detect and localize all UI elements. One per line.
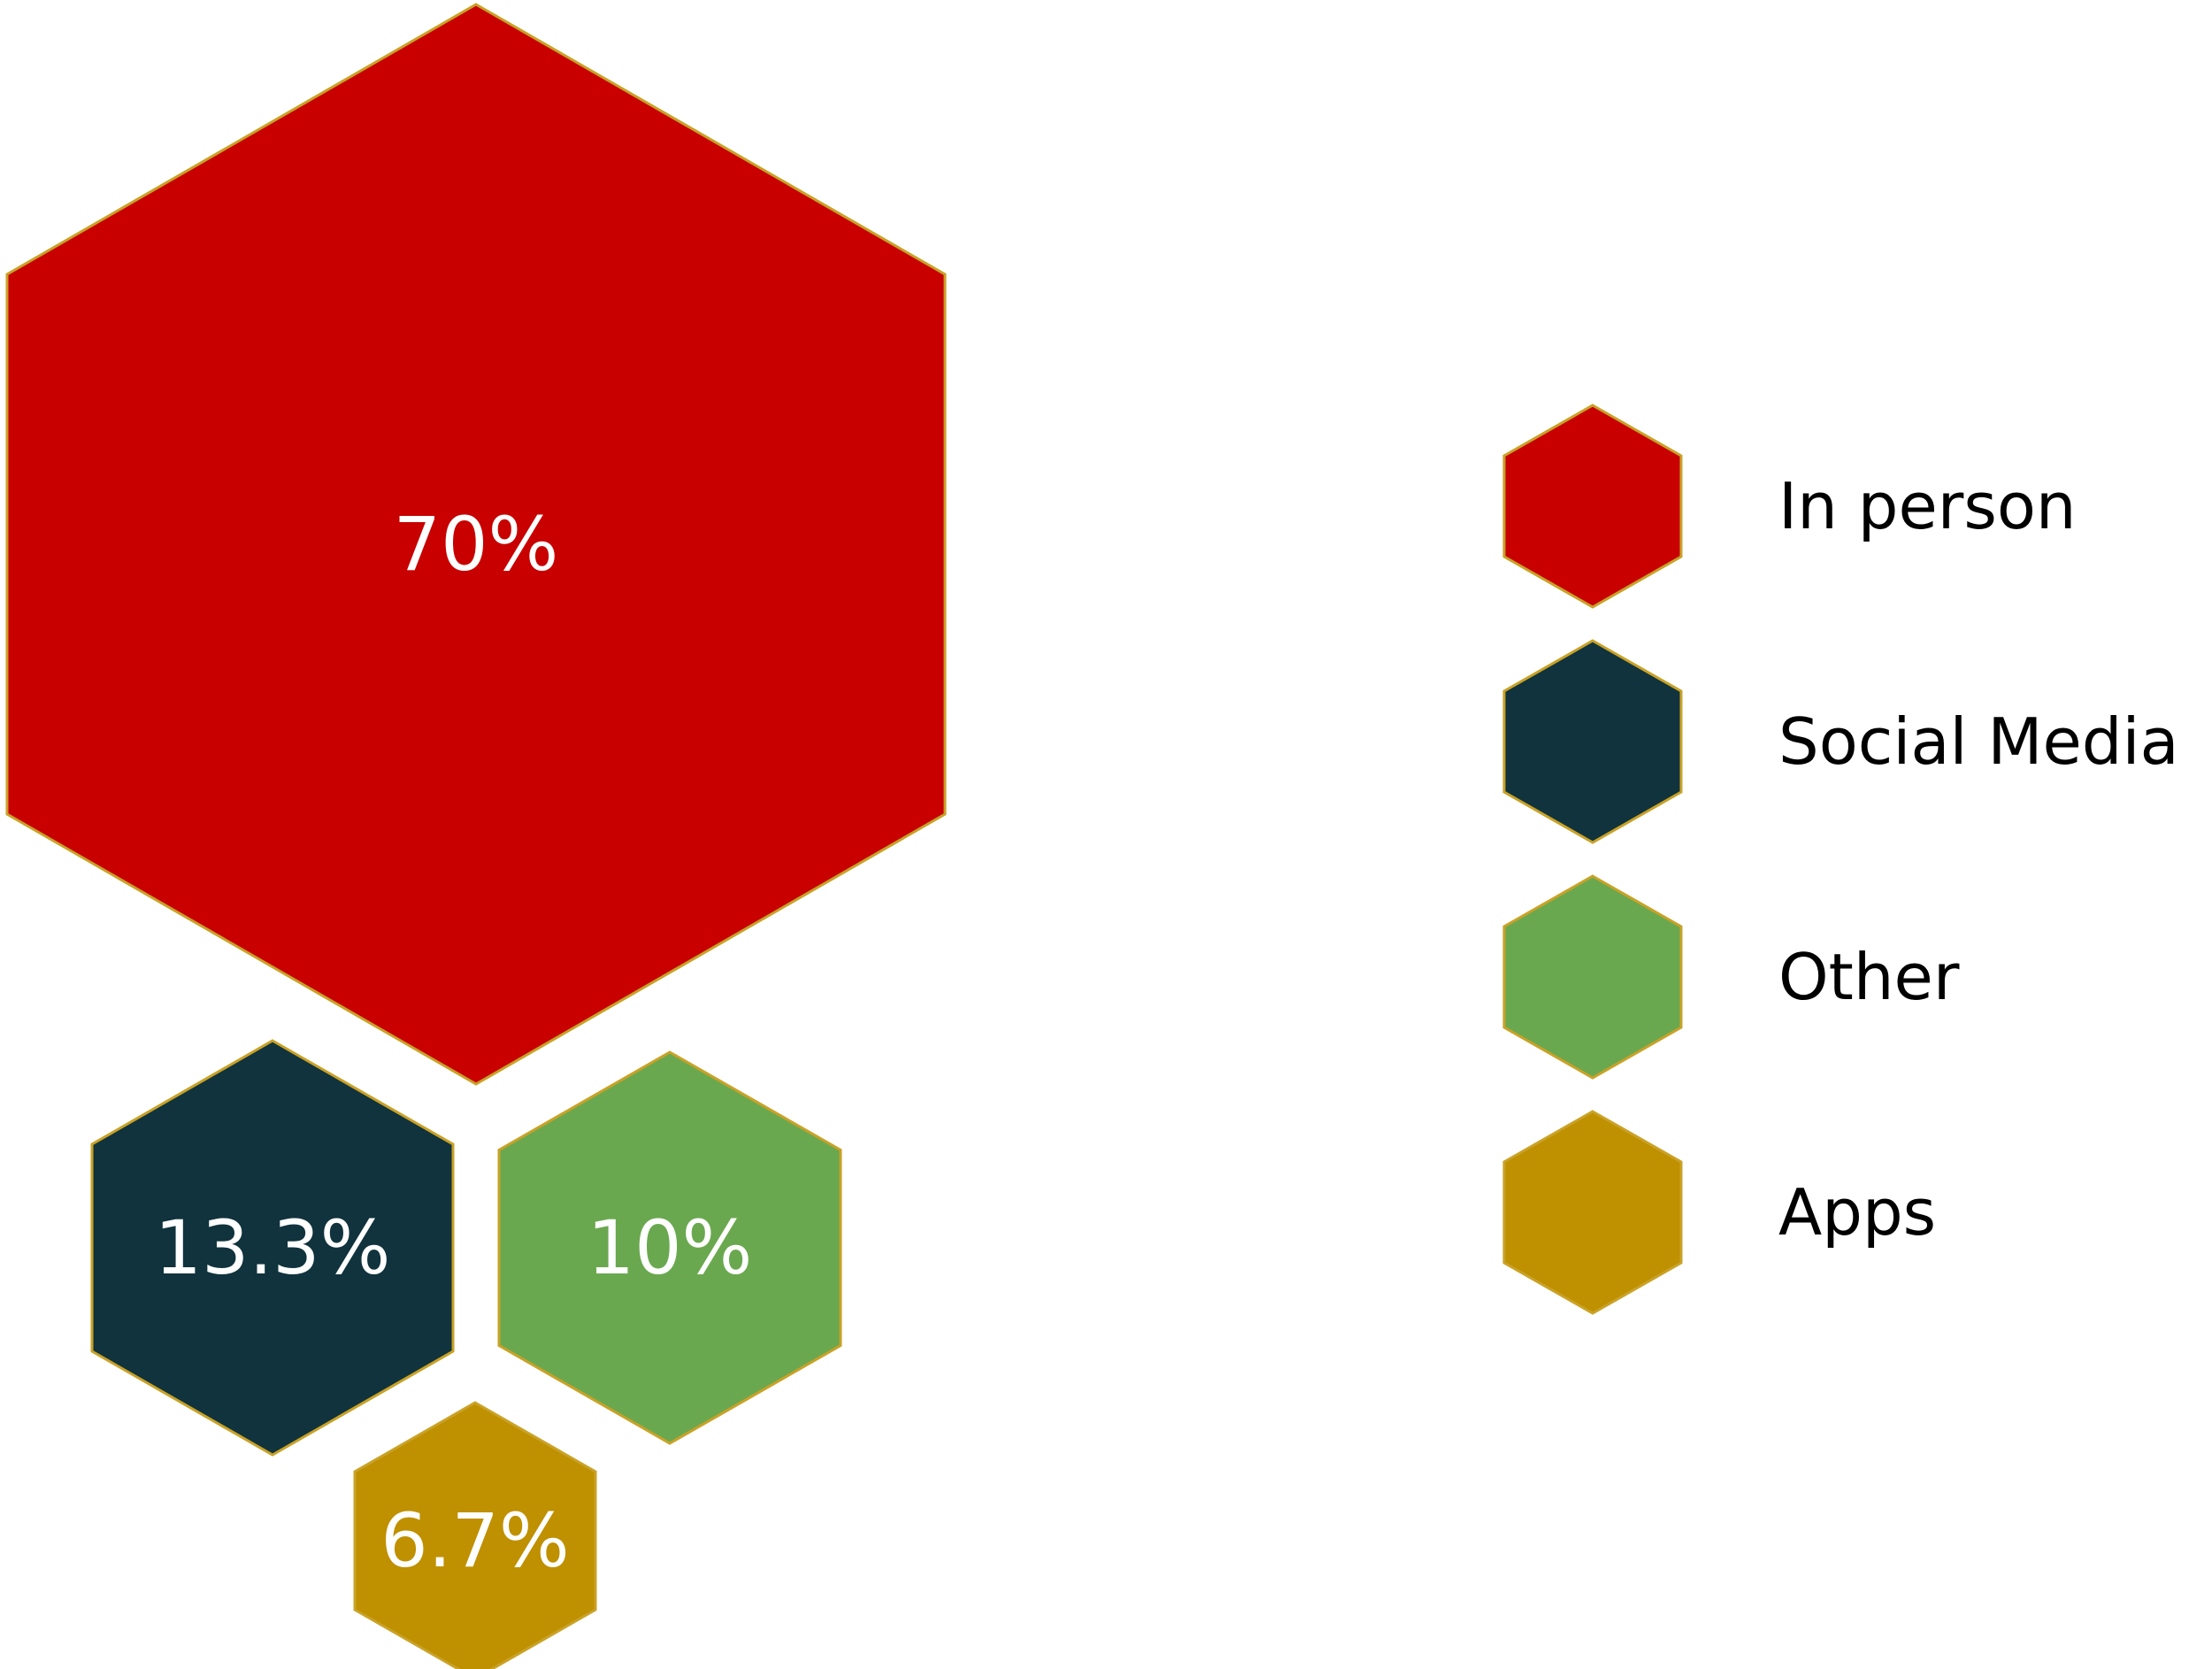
legend-swatch-apps (1502, 1110, 1683, 1315)
legend-label-other: Other (1778, 940, 1960, 1014)
hexagon-other (497, 1050, 842, 1445)
legend: In person Social Media Other Apps (1502, 404, 2179, 1315)
legend-label-in-person: In person (1778, 469, 2077, 543)
value-label-in-person: 70% (394, 501, 559, 588)
value-label-social-media: 13.3% (155, 1204, 391, 1291)
hexagon-in-person (5, 3, 947, 1086)
value-label-apps: 6.7% (380, 1497, 569, 1584)
legend-label-apps: Apps (1778, 1175, 1936, 1250)
legend-swatch-in-person (1502, 404, 1683, 609)
hexagon-social-media (90, 1039, 455, 1457)
legend-swatch-social-media (1502, 639, 1683, 844)
value-label-other: 10% (588, 1204, 753, 1291)
hexagon-group (5, 3, 947, 1669)
value-label-group: 70% 13.3% 10% 6.7% (155, 501, 753, 1584)
hexagon-apps (353, 1401, 597, 1669)
legend-swatch-other (1502, 874, 1683, 1080)
legend-label-social-media: Social Media (1778, 704, 2179, 779)
